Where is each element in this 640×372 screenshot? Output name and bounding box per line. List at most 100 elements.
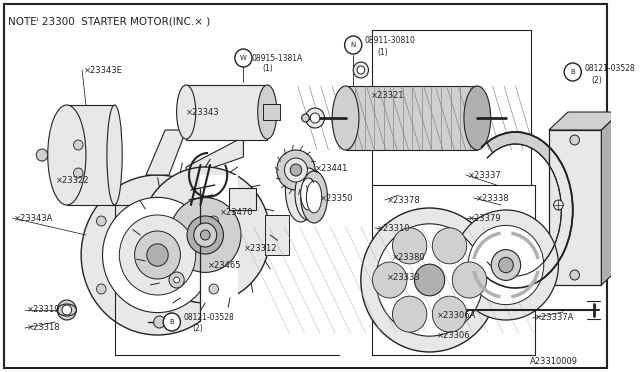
Circle shape bbox=[154, 316, 165, 328]
Circle shape bbox=[310, 113, 320, 123]
Bar bbox=[346, 86, 477, 150]
Text: ×23319: ×23319 bbox=[27, 305, 60, 314]
Circle shape bbox=[361, 208, 499, 352]
Circle shape bbox=[74, 168, 83, 178]
Circle shape bbox=[468, 225, 544, 305]
Circle shape bbox=[97, 284, 106, 294]
Text: (1): (1) bbox=[377, 48, 388, 57]
Circle shape bbox=[102, 198, 212, 312]
Circle shape bbox=[392, 296, 427, 332]
Circle shape bbox=[62, 305, 72, 315]
Ellipse shape bbox=[285, 158, 316, 222]
Text: ×23312: ×23312 bbox=[243, 244, 277, 253]
Circle shape bbox=[357, 66, 365, 74]
Polygon shape bbox=[186, 137, 243, 177]
Text: 08121-03528: 08121-03528 bbox=[584, 64, 635, 73]
Bar bbox=[262, 104, 280, 120]
Circle shape bbox=[301, 114, 309, 122]
Circle shape bbox=[74, 140, 83, 150]
Circle shape bbox=[170, 198, 241, 272]
Circle shape bbox=[97, 216, 106, 226]
Ellipse shape bbox=[107, 105, 122, 205]
Text: ×23337A: ×23337A bbox=[534, 314, 574, 323]
Text: ×23470: ×23470 bbox=[220, 208, 253, 217]
Circle shape bbox=[173, 277, 179, 283]
Text: ×23322: ×23322 bbox=[56, 176, 89, 185]
Circle shape bbox=[492, 250, 521, 280]
Ellipse shape bbox=[301, 178, 316, 210]
Circle shape bbox=[344, 36, 362, 54]
Text: 08915-1381A: 08915-1381A bbox=[251, 54, 302, 62]
Polygon shape bbox=[602, 112, 621, 285]
Circle shape bbox=[372, 262, 407, 298]
Circle shape bbox=[570, 270, 579, 280]
Circle shape bbox=[570, 135, 579, 145]
Circle shape bbox=[277, 150, 315, 190]
Bar bbox=[229, 188, 256, 210]
Text: (1): (1) bbox=[262, 64, 273, 73]
Ellipse shape bbox=[48, 105, 86, 205]
Text: ×23465: ×23465 bbox=[208, 260, 242, 269]
Circle shape bbox=[209, 216, 218, 226]
Circle shape bbox=[119, 215, 196, 295]
Circle shape bbox=[284, 158, 307, 182]
Polygon shape bbox=[549, 112, 621, 130]
Text: ×23310: ×23310 bbox=[377, 224, 411, 232]
Text: ×23343: ×23343 bbox=[186, 108, 220, 116]
Bar bbox=[549, 130, 602, 285]
Ellipse shape bbox=[295, 168, 322, 220]
Circle shape bbox=[163, 313, 180, 331]
Polygon shape bbox=[487, 132, 573, 288]
Text: (2): (2) bbox=[193, 324, 204, 333]
Text: ×23337: ×23337 bbox=[468, 170, 502, 180]
Circle shape bbox=[453, 210, 559, 320]
Ellipse shape bbox=[300, 169, 324, 221]
Text: ×23378: ×23378 bbox=[387, 196, 420, 205]
Text: 08911-30810: 08911-30810 bbox=[365, 35, 415, 45]
Circle shape bbox=[57, 300, 76, 320]
Circle shape bbox=[187, 216, 223, 254]
Text: (2): (2) bbox=[592, 76, 603, 84]
Circle shape bbox=[290, 164, 301, 176]
Ellipse shape bbox=[258, 85, 277, 139]
Text: ×23306: ×23306 bbox=[437, 330, 471, 340]
Circle shape bbox=[433, 228, 467, 264]
Circle shape bbox=[147, 244, 168, 266]
Ellipse shape bbox=[57, 304, 76, 316]
Text: ×23343E: ×23343E bbox=[84, 65, 123, 74]
Text: ×23343A: ×23343A bbox=[14, 214, 54, 222]
Circle shape bbox=[81, 175, 234, 335]
Text: ×23338: ×23338 bbox=[476, 193, 509, 202]
Ellipse shape bbox=[307, 181, 322, 213]
Text: 08121-03528: 08121-03528 bbox=[183, 314, 234, 323]
Text: ×23350: ×23350 bbox=[320, 193, 353, 202]
Circle shape bbox=[353, 62, 369, 78]
Circle shape bbox=[200, 230, 210, 240]
Polygon shape bbox=[67, 105, 115, 205]
Bar bbox=[200, 175, 237, 335]
Circle shape bbox=[36, 149, 48, 161]
Polygon shape bbox=[266, 215, 289, 255]
Text: ×23321: ×23321 bbox=[371, 90, 404, 99]
Circle shape bbox=[209, 284, 218, 294]
Bar bbox=[186, 85, 268, 140]
Ellipse shape bbox=[177, 85, 196, 139]
Text: NOTEⁱ 23300  STARTER MOTOR(INC.× ): NOTEⁱ 23300 STARTER MOTOR(INC.× ) bbox=[8, 16, 210, 26]
Circle shape bbox=[415, 264, 445, 296]
Text: B: B bbox=[170, 319, 174, 325]
Ellipse shape bbox=[301, 171, 328, 223]
Circle shape bbox=[554, 200, 563, 210]
Circle shape bbox=[376, 224, 483, 336]
Circle shape bbox=[134, 231, 180, 279]
Polygon shape bbox=[146, 130, 186, 175]
Text: ×23318: ×23318 bbox=[27, 324, 60, 333]
Text: ×23379: ×23379 bbox=[468, 214, 501, 222]
Circle shape bbox=[194, 223, 217, 247]
Text: ×23306A: ×23306A bbox=[437, 311, 477, 320]
Circle shape bbox=[499, 257, 513, 273]
Circle shape bbox=[392, 228, 427, 264]
Ellipse shape bbox=[464, 86, 491, 150]
Text: ×23380: ×23380 bbox=[392, 253, 425, 263]
Circle shape bbox=[433, 296, 467, 332]
Text: N: N bbox=[351, 42, 356, 48]
